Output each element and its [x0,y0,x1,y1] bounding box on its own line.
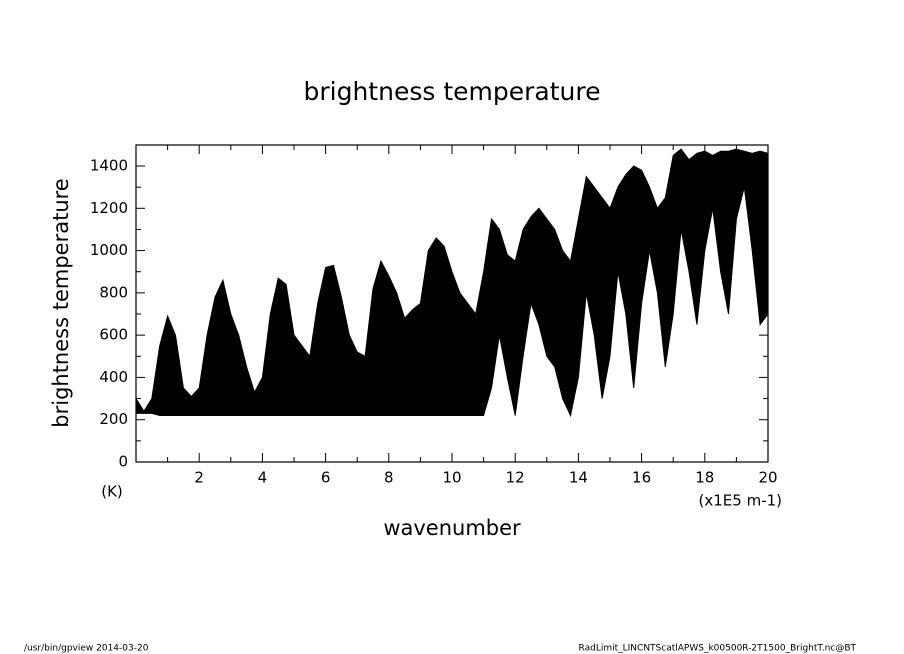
x-tick-label: 8 [384,469,394,487]
x-tick-label: 2 [194,469,204,487]
x-axis-label: wavenumber [383,516,521,540]
y-tick-label: 1400 [90,157,128,175]
x-tick-label: 14 [569,469,588,487]
y-axis-label: brightness temperature [49,178,73,427]
x-tick-label: 6 [321,469,331,487]
y-tick-label: 1200 [90,199,128,217]
y-tick-label: 200 [99,410,128,428]
x-tick-label: 4 [258,469,268,487]
y-tick-label: 1000 [90,241,128,259]
y-tick-label: 800 [99,283,128,301]
y-tick-label: 400 [99,368,128,386]
x-tick-label: 18 [695,469,714,487]
x-unit: (x1E5 m-1) [699,492,782,510]
x-tick-label: 12 [506,469,525,487]
brightness-band [135,148,769,418]
chart-title: brightness temperature [304,77,601,106]
y-tick-label: 600 [99,326,128,344]
y-tick-label: 0 [118,453,128,471]
footer-right: RadLimit_LINCNTScatlAPWS_k00500R-2T1500_… [579,644,857,654]
x-tick-label: 20 [758,469,777,487]
x-tick-label: 16 [632,469,651,487]
y-unit: (K) [101,483,123,501]
footer-left: /usr/bin/gpview 2014-03-20 [24,644,149,654]
x-tick-label: 10 [442,469,461,487]
